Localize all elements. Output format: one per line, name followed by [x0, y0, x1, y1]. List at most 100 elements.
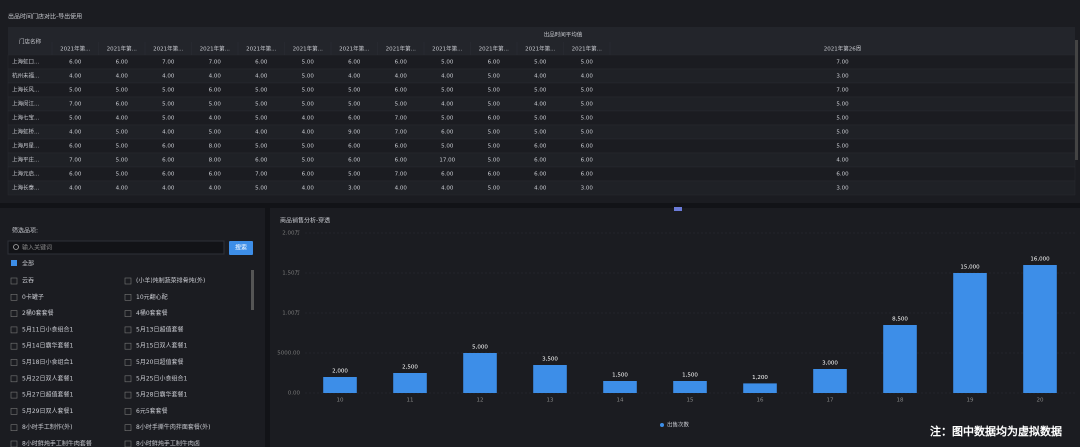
- table-cell: 6.00: [116, 102, 129, 108]
- checkbox[interactable]: [10, 359, 18, 366]
- bar: [393, 373, 427, 393]
- table-cell: 6.00: [488, 172, 501, 178]
- x-tick-label: 12: [477, 398, 484, 404]
- x-tick-label: 18: [897, 398, 904, 404]
- bar: [603, 381, 637, 393]
- table-cell: 5.00: [441, 144, 454, 150]
- checkbox[interactable]: [124, 326, 132, 334]
- table-cell: 5.00: [348, 102, 361, 108]
- table-cell: 4.00: [395, 186, 408, 192]
- store-name: 上海闵江...: [12, 100, 39, 108]
- checkbox[interactable]: [10, 310, 18, 317]
- table-cell: 6.00: [534, 144, 547, 150]
- table-cell: 6.00: [116, 60, 129, 66]
- store-name: 上海七宝...: [12, 114, 39, 122]
- table-cell: 8.00: [209, 144, 222, 150]
- table-scrollbar: [1075, 40, 1078, 160]
- table-cell: 5.00: [302, 60, 315, 66]
- data-label: 1,500: [682, 373, 698, 379]
- table-cell: 7.00: [69, 102, 82, 108]
- table-cell: 4.00: [581, 74, 594, 80]
- checkbox[interactable]: [10, 391, 18, 399]
- table-cell: 5.00: [441, 60, 454, 66]
- filter-title: 筛选品项:: [12, 227, 38, 235]
- table-cell: 6.00: [162, 172, 175, 178]
- checkbox[interactable]: [124, 277, 132, 285]
- table-cell: 3.00: [836, 74, 849, 80]
- table-cell: 5.00: [209, 130, 222, 136]
- checkbox[interactable]: [10, 293, 18, 301]
- store-name: 上海平庄...: [12, 156, 39, 164]
- checkbox[interactable]: [124, 424, 132, 432]
- table-cell: 6.00: [69, 144, 82, 150]
- checkbox-label: (小羊)炖制蔬菜排骨炖(外): [136, 277, 205, 285]
- table-cell: 6.00: [581, 158, 594, 164]
- search-box[interactable]: [7, 240, 225, 255]
- table-cell: 5.00: [488, 186, 501, 192]
- bar: [883, 325, 917, 393]
- table-cell: 4.00: [162, 130, 175, 136]
- table-cell: 6.00: [534, 158, 547, 164]
- splitter[interactable]: [674, 207, 682, 211]
- table-cell: 4.00: [116, 116, 129, 122]
- checkbox[interactable]: [124, 310, 132, 317]
- table-cell: 5.00: [255, 144, 268, 150]
- table-cell: 4.00: [255, 130, 268, 136]
- table-cell: 4.00: [534, 186, 547, 192]
- table-cell: 5.00: [488, 158, 501, 164]
- table-cell: 6.00: [162, 158, 175, 164]
- checkbox[interactable]: [10, 408, 18, 415]
- table-cell: 4.00: [69, 74, 82, 80]
- checkbox[interactable]: [10, 424, 18, 432]
- table-cell: 4.00: [69, 186, 82, 192]
- checkbox[interactable]: [10, 440, 18, 447]
- checkbox[interactable]: [10, 342, 18, 350]
- checkbox[interactable]: [124, 359, 132, 366]
- table-cell: 5.00: [441, 116, 454, 122]
- checkbox[interactable]: [124, 342, 132, 350]
- table-cell: 5.00: [116, 158, 129, 164]
- table-cell: 5.00: [255, 102, 268, 108]
- checkbox[interactable]: [124, 375, 132, 383]
- checkbox[interactable]: [124, 391, 132, 399]
- checkbox-all[interactable]: [11, 260, 17, 266]
- checkbox-label: 0卡罐子: [22, 293, 44, 301]
- table-cell: 6.00: [348, 60, 361, 66]
- table-cell: 5.00: [69, 116, 82, 122]
- bar: [463, 353, 497, 393]
- table-header: 2021年第...: [200, 45, 230, 53]
- legend-swatch: [660, 423, 664, 427]
- checkbox[interactable]: [10, 277, 18, 285]
- data-label: 5,000: [472, 345, 488, 351]
- checkbox[interactable]: [124, 440, 132, 447]
- table-cell: 5.00: [581, 88, 594, 94]
- checkbox[interactable]: [124, 293, 132, 301]
- table-cell: 5.00: [441, 88, 454, 94]
- table-cell: 4.00: [302, 130, 315, 136]
- table-header: 2021年第26周: [824, 45, 862, 53]
- checkbox[interactable]: [124, 408, 132, 415]
- table-cell: 7.00: [836, 60, 849, 66]
- checkbox[interactable]: [10, 375, 18, 383]
- table-cell: 7.00: [836, 88, 849, 94]
- checkbox-label: 5月27日超值套餐1: [22, 391, 73, 399]
- data-label: 1,200: [752, 375, 768, 381]
- table-cell: 4.00: [441, 186, 454, 192]
- table-cell: 4.00: [162, 186, 175, 192]
- table-cell: 6.00: [488, 60, 501, 66]
- table-cell: 5.00: [302, 74, 315, 80]
- y-tick-label: 0.00: [288, 391, 301, 397]
- table-header: 2021年第...: [153, 45, 183, 53]
- checkbox-all-label: 全部: [22, 260, 34, 268]
- checkbox[interactable]: [10, 326, 18, 334]
- table-row: [7, 180, 1076, 196]
- table-cell: 6.00: [395, 60, 408, 66]
- checkbox-label: 8小时手工制作(外): [22, 423, 73, 431]
- search-button[interactable]: [229, 241, 253, 255]
- table-cell: 4.00: [69, 130, 82, 136]
- data-label: 16,000: [1030, 257, 1050, 263]
- table-cell: 5.00: [255, 186, 268, 192]
- scrollbar: [251, 270, 254, 310]
